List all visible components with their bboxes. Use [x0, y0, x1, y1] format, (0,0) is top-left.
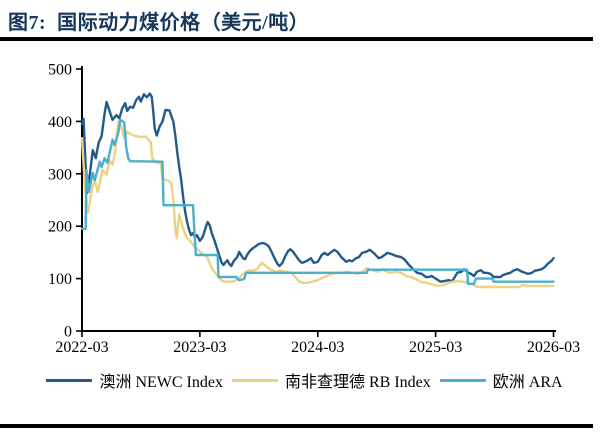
legend-line-swatch [46, 378, 93, 382]
y-axis-label: 400 [48, 114, 72, 131]
title-divider-rule [0, 37, 593, 41]
figure-title: 图7: 国际动力煤价格（美元/吨） [8, 12, 310, 34]
legend-label: 澳洲 NEWC Index [99, 374, 223, 391]
legend-label: 南非查理德 RB Index [284, 374, 431, 391]
x-axis-label: 2024-03 [291, 339, 344, 356]
legend-label: 欧洲 ARA [492, 374, 563, 391]
y-axis-label: 300 [48, 166, 72, 183]
x-axis-label: 2025-03 [409, 339, 462, 356]
legend-item: 欧洲 ARA [439, 368, 563, 392]
x-axis-label: 2022-03 [55, 339, 108, 356]
y-axis-label: 100 [48, 271, 72, 288]
bottom-rule [0, 424, 593, 428]
legend-line-swatch [439, 378, 486, 382]
series-line [80, 92, 555, 283]
y-axis-label: 0 [64, 324, 72, 341]
legend-item: 南非查理德 RB Index [231, 368, 431, 392]
chart-legend: 澳洲 NEWC Index 南非查理德 RB Index 欧洲 ARA [0, 368, 609, 392]
series-line [80, 120, 555, 289]
x-axis-label: 2026-03 [527, 339, 580, 356]
y-axis-label: 500 [48, 62, 72, 79]
legend-item: 澳洲 NEWC Index [46, 368, 223, 392]
x-axis-label: 2023-03 [173, 339, 226, 356]
y-axis-label: 200 [48, 219, 72, 236]
series-line [80, 118, 555, 285]
legend-line-swatch [231, 378, 278, 382]
